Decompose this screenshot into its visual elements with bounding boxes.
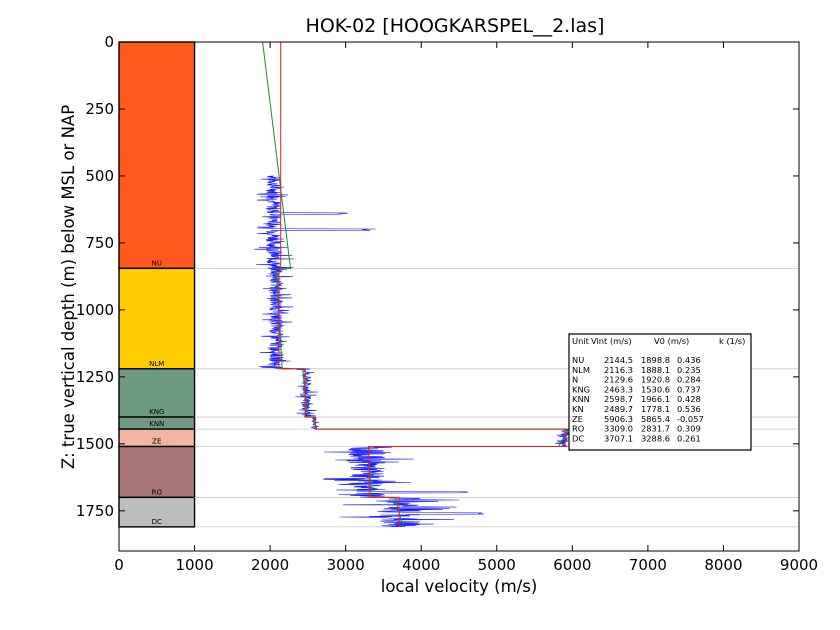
y-axis-label: Z: true vertical depth (m) below MSL or …	[59, 105, 78, 469]
table-cell: 1530.6	[641, 384, 670, 394]
table-cell: KNG	[572, 384, 590, 394]
table-cell: 2129.6	[604, 375, 633, 385]
linear-trend-series	[262, 41, 570, 528]
unit-label: NLM	[149, 360, 164, 368]
unit-label: NU	[152, 259, 162, 267]
x-tick-label: 0	[114, 556, 124, 574]
x-tick-label: 1000	[175, 556, 213, 574]
table-cell: 2598.7	[604, 394, 633, 404]
table-cell: 1966.1	[641, 394, 670, 404]
table-box	[568, 333, 752, 451]
x-tick-label: 8000	[704, 556, 742, 574]
unit-block-dc	[118, 496, 196, 528]
x-tick-label: 4000	[402, 556, 440, 574]
y-axis-ticks: 0 250 500 750 1000 1250 1500 1750	[76, 33, 799, 520]
y-tick-label: 500	[85, 167, 114, 185]
unit-label: KNG	[149, 408, 164, 416]
table-cell: KN	[572, 404, 584, 414]
velocity-log-line	[254, 175, 575, 527]
y-tick-label: 1000	[76, 301, 114, 319]
table-cell: 1920.8	[641, 375, 670, 385]
table-header-cell: V0 (m/s)	[654, 336, 689, 346]
velocity-log-series	[254, 175, 575, 527]
table-cell: 2489.7	[604, 404, 633, 414]
stratigraphic-units: NU NLM KNG KNN ZE RO DC	[118, 41, 196, 528]
table-header-cell: k (1/s)	[719, 336, 745, 346]
table-cell: DC	[572, 433, 584, 443]
table-cell: ZE	[572, 414, 583, 424]
table-cell: 1888.1	[641, 365, 670, 375]
table-cell: 2144.5	[604, 355, 633, 365]
table-cell: 0.536	[677, 404, 701, 414]
table-cell: 0.737	[677, 384, 701, 394]
table-cell: 0.284	[677, 375, 701, 385]
table-cell: 3707.1	[604, 433, 633, 443]
table-cell: NLM	[572, 365, 590, 375]
x-tick-label: 3000	[327, 556, 365, 574]
plot-frame	[118, 41, 800, 552]
y-tick-label: 1750	[76, 502, 114, 520]
x-tick-label: 6000	[553, 556, 591, 574]
y-tick-label: 250	[85, 100, 114, 118]
x-axis-ticks: 0 1000 2000 3000 4000 5000 6000 7000 8000 9000	[114, 42, 818, 574]
x-tick-label: 2000	[251, 556, 289, 574]
table-cell: 2463.3	[604, 384, 633, 394]
velocity-table: Unit Vint (m/s) V0 (m/s) k (1/s) NU 2144.5 189…	[568, 333, 752, 451]
table-cell: 0.309	[677, 424, 701, 434]
table-cell: KNN	[572, 394, 590, 404]
table-cell: 0.428	[677, 394, 701, 404]
y-tick-label: 1500	[76, 435, 114, 453]
table-cell: 3309.0	[604, 424, 633, 434]
unit-block-nu	[118, 41, 196, 270]
unit-label: DC	[152, 518, 162, 526]
linear-trend-line	[262, 41, 570, 528]
x-tick-label: 9000	[780, 556, 818, 574]
table-cell: 5906.3	[604, 414, 633, 424]
table-header-cell: Unit	[572, 336, 590, 346]
table-cell: 2116.3	[604, 365, 633, 375]
table-cell: N	[572, 375, 578, 385]
chart-title: HOK-02 [HOOGKARSPEL__2.las]	[306, 15, 605, 37]
table-cell: 0.235	[677, 365, 701, 375]
y-tick-label: 1250	[76, 368, 114, 386]
unit-label: KNN	[149, 420, 164, 428]
table-cell: 0.261	[677, 433, 701, 443]
interval-velocity-series	[278, 42, 566, 527]
unit-block-nlm	[118, 267, 196, 370]
table-cell: 0.436	[677, 355, 701, 365]
table-cell: -0.057	[677, 414, 704, 424]
table-cell: RO	[572, 424, 585, 434]
x-axis-label: local velocity (m/s)	[381, 577, 538, 596]
y-tick-label: 0	[104, 33, 114, 51]
unit-label: ZE	[152, 438, 161, 446]
table-cell: 1778.1	[641, 404, 670, 414]
x-tick-label: 7000	[629, 556, 667, 574]
table-header-cell: Vint (m/s)	[591, 336, 632, 346]
table-cell: 1898.8	[641, 355, 670, 365]
table-cell: NU	[572, 355, 584, 365]
table-cell: 5865.4	[641, 414, 670, 424]
x-tick-label: 5000	[478, 556, 516, 574]
y-tick-label: 750	[85, 234, 114, 252]
table-cell: 2831.7	[641, 424, 670, 434]
table-cell: 3288.6	[641, 433, 670, 443]
unit-label: RO	[152, 488, 163, 496]
interval-velocity-line	[278, 42, 566, 527]
